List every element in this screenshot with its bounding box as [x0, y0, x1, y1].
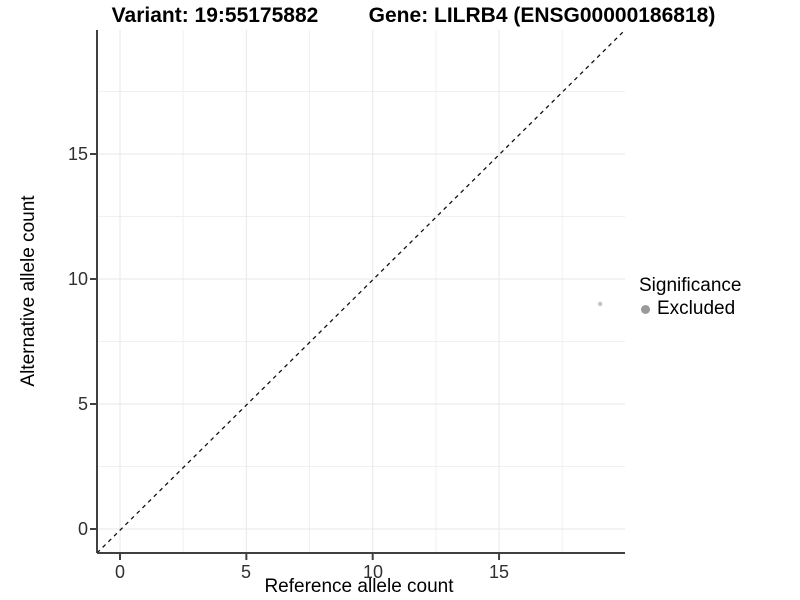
- legend-key-dot-icon: [641, 304, 650, 314]
- y-axis-title: Alternative allele count: [18, 195, 39, 387]
- x-axis-title: Reference allele count: [264, 576, 454, 597]
- x-tick-label-10: 10: [362, 562, 384, 582]
- plot-title-variant: Variant: 19:55175882: [111, 4, 319, 27]
- y-tick-label-10: 10: [67, 269, 88, 289]
- legend: Significance Excluded: [639, 275, 741, 320]
- y-tick-label-5: 5: [77, 394, 88, 414]
- data-point: [597, 301, 603, 307]
- y-tick-label-15: 15: [67, 144, 88, 164]
- x-tick-label-5: 5: [240, 562, 251, 582]
- plot-panel: [90, 29, 626, 560]
- legend-item-label: Excluded: [657, 298, 736, 319]
- legend-title: Significance: [639, 275, 742, 296]
- legend-item-excluded: Excluded: [639, 298, 741, 320]
- x-tick-label-15: 15: [488, 562, 510, 582]
- y-tick-label-0: 0: [77, 519, 88, 539]
- x-tick-label-0: 0: [114, 562, 125, 582]
- plot-title-gene: Gene: LILRB4 (ENSG00000186818): [368, 4, 716, 27]
